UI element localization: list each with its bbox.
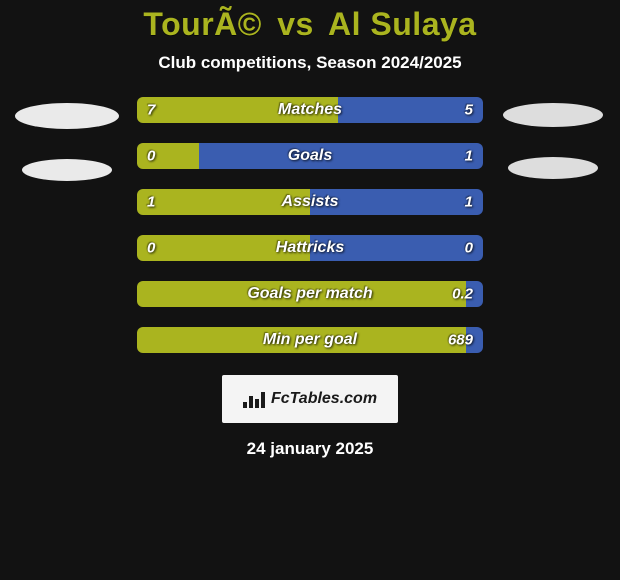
stat-label: Assists — [282, 193, 339, 211]
stat-value-right: 5 — [465, 102, 473, 119]
stat-row: Matches 7 5 — [137, 97, 483, 123]
stat-row: Min per goal 689 — [137, 327, 483, 353]
left-badge-column — [7, 97, 127, 181]
stat-label: Min per goal — [263, 331, 357, 349]
comparison-container: TourÃ© vs Al Sulaya Club competitions, S… — [0, 0, 620, 459]
stat-value-right: 0.2 — [452, 286, 473, 303]
stat-row: Hattricks 0 0 — [137, 235, 483, 261]
logo-text: FcTables.com — [271, 390, 377, 408]
stat-value-right: 0 — [465, 240, 473, 257]
stat-value-right: 1 — [465, 148, 473, 165]
stat-value-right: 1 — [465, 194, 473, 211]
stat-rows: Matches75Goals01Assists11Hattricks00Goal… — [137, 97, 483, 353]
subtitle: Club competitions, Season 2024/2025 — [158, 53, 461, 73]
stat-label: Matches — [278, 101, 342, 119]
page-title: TourÃ© vs Al Sulaya — [143, 6, 476, 43]
right-badge-column — [493, 97, 613, 179]
stat-label: Goals per match — [247, 285, 372, 303]
stat-value-left: 7 — [147, 102, 155, 119]
stat-row: Assists 1 1 — [137, 189, 483, 215]
stat-label: Hattricks — [276, 239, 344, 257]
stat-row: Goals per match 0.2 — [137, 281, 483, 307]
player1-name: TourÃ© — [143, 6, 261, 42]
player2-badge-1 — [503, 103, 603, 127]
bars-icon — [243, 390, 265, 408]
stat-row: Goals 0 1 — [137, 143, 483, 169]
chart-area: Matches75Goals01Assists11Hattricks00Goal… — [0, 97, 620, 353]
player2-name: Al Sulaya — [328, 6, 477, 42]
stat-fill-right — [199, 143, 483, 169]
stat-fill-right — [338, 97, 483, 123]
date-label: 24 january 2025 — [247, 439, 374, 459]
stat-value-left: 1 — [147, 194, 155, 211]
logo-box: FcTables.com — [222, 375, 398, 423]
player1-badge-1 — [15, 103, 119, 129]
player2-badge-2 — [508, 157, 598, 179]
stat-value-left: 0 — [147, 148, 155, 165]
stat-value-left: 0 — [147, 240, 155, 257]
stat-label: Goals — [288, 147, 332, 165]
player1-badge-2 — [22, 159, 112, 181]
vs-label: vs — [277, 6, 314, 42]
stat-value-right: 689 — [448, 332, 473, 349]
